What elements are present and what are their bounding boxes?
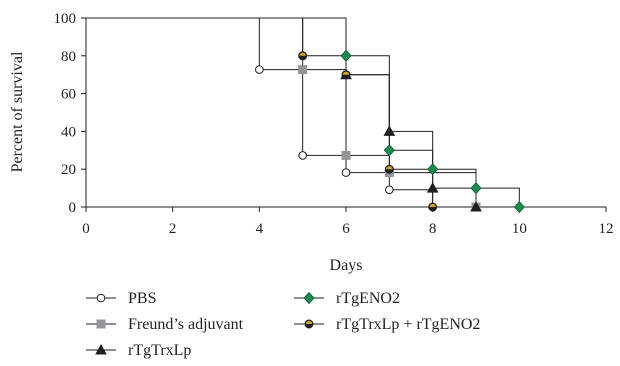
- legend-label: PBS: [128, 290, 156, 307]
- data-point-4: [470, 182, 482, 195]
- data-point-4: [427, 163, 439, 176]
- legend-marker: [95, 343, 107, 355]
- data-point-4: [340, 49, 352, 62]
- y-tick-label: 0: [69, 200, 77, 216]
- data-point-1: [255, 65, 264, 74]
- data-point-4: [513, 200, 525, 214]
- y-tick-label: 80: [61, 49, 76, 65]
- x-tick-label: 6: [342, 221, 350, 237]
- x-tick-label: 8: [429, 221, 437, 237]
- data-point-3: [470, 200, 482, 212]
- x-tick-label: 2: [169, 221, 177, 237]
- x-tick-label: 12: [599, 221, 614, 237]
- data-point-5: [341, 70, 351, 80]
- legend-marker: [303, 291, 315, 305]
- series-line-1: [86, 17, 434, 207]
- legend-item: rTgTrxLp + rTgENO2: [294, 316, 480, 333]
- legend-item: rTgTrxLp: [86, 342, 191, 359]
- data-point-5: [298, 51, 308, 61]
- data-point-4: [383, 144, 395, 157]
- data-point-5: [384, 164, 394, 174]
- data-point-1: [341, 168, 351, 177]
- y-tick-label: 40: [61, 124, 76, 140]
- legend-label: rTgTrxLp + rTgENO2: [336, 316, 480, 333]
- legend-item: rTgENO2: [294, 290, 400, 307]
- data-point-2: [298, 65, 308, 75]
- y-axis-title: Percent of survival: [9, 51, 26, 172]
- data-point-3: [383, 125, 396, 136]
- legend-marker: [96, 319, 106, 329]
- series-line-3: [86, 17, 477, 207]
- x-tick-label: 10: [512, 221, 527, 237]
- markers-layer: [255, 49, 525, 214]
- data-point-1: [298, 151, 307, 160]
- x-axis-title: Days: [330, 257, 363, 274]
- x-tick-label: 4: [256, 221, 264, 237]
- y-tick-label: 20: [61, 162, 76, 178]
- legend-marker: [96, 293, 106, 303]
- data-point-5: [428, 202, 438, 212]
- x-tick-label: 0: [82, 221, 90, 237]
- legend-label: rTgENO2: [336, 290, 400, 307]
- legend-item: PBS: [86, 290, 156, 307]
- legend-label: rTgTrxLp: [128, 342, 191, 359]
- series-layer: [86, 17, 520, 207]
- legend-label: Freund’s adjuvant: [128, 316, 244, 333]
- axes: 0 20 40 60 80 100 0 2 4 6 8 10 12: [54, 11, 614, 237]
- y-tick-label: 100: [54, 11, 77, 27]
- data-point-3: [426, 182, 439, 193]
- legend: PBS Freund’s adjuvant rTgTrxLp rTgENO2 rTgTr…: [86, 290, 480, 359]
- data-point-1: [385, 185, 394, 195]
- series-line-4: [86, 17, 520, 207]
- series-line-2: [86, 17, 477, 207]
- y-tick-label: 60: [61, 87, 76, 103]
- legend-marker: [304, 319, 314, 329]
- legend-item: Freund’s adjuvant: [86, 316, 244, 333]
- data-point-2: [341, 150, 351, 160]
